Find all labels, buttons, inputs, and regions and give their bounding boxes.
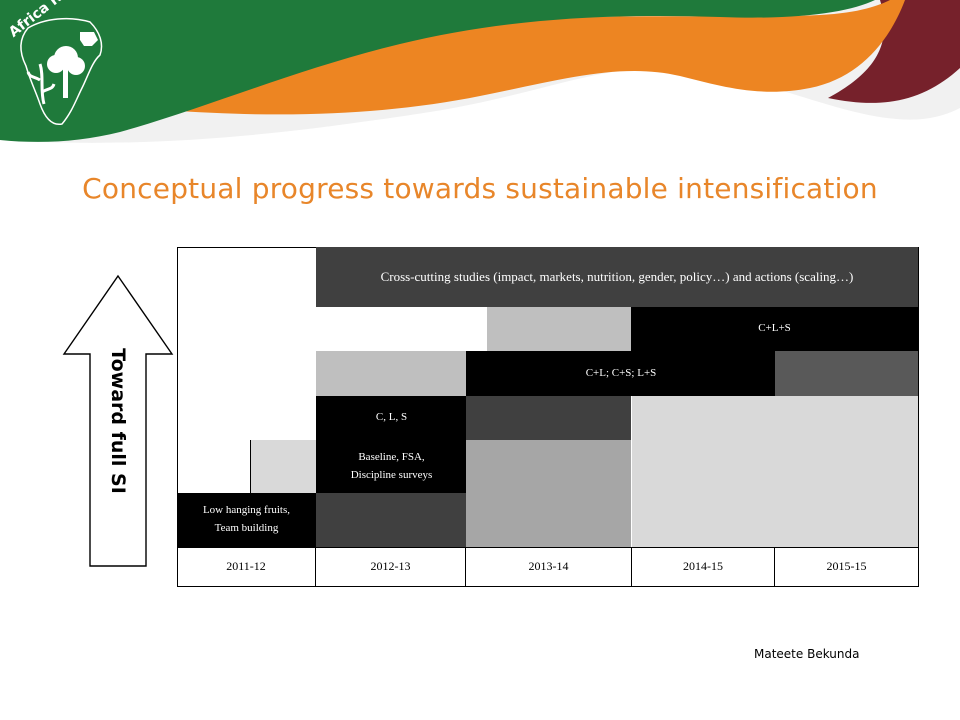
cross-cutting-studies-cell: Cross-cutting studies (impact, markets, … — [316, 247, 918, 307]
row3-dark-block — [775, 351, 918, 396]
cross-cutting-studies-label: Cross-cutting studies (impact, markets, … — [380, 268, 854, 284]
row5-light-left-block — [250, 440, 316, 493]
header-banner — [0, 0, 960, 170]
row3-grey-block — [316, 351, 467, 396]
single-components-cell: C, L, S — [316, 396, 467, 440]
year-cell: 2013-14 — [466, 548, 632, 586]
cls-label: C+L+S — [758, 322, 791, 335]
row5-grey-block — [466, 440, 632, 493]
left-border-line — [177, 247, 178, 587]
row5-light-block — [631, 440, 918, 493]
author-credit: Mateete Bekunda — [754, 647, 860, 661]
arrow-label: Toward full SI — [107, 348, 129, 494]
row4-dark-block — [466, 396, 632, 440]
baseline-cell: Baseline, FSA, Discipline surveys — [316, 440, 467, 493]
baseline-label-line1: Baseline, FSA, — [358, 450, 425, 463]
low-hanging-cell: Low hanging fruits, Team building — [177, 493, 316, 547]
year-cell: 2011-12 — [177, 548, 316, 586]
single-components-label: C, L, S — [375, 411, 408, 424]
africa-rising-logo: Africa RISING — [0, 0, 120, 135]
year-cell: 2014-15 — [632, 548, 775, 586]
top-border-line — [177, 247, 316, 248]
low-hanging-label-line2: Team building — [214, 522, 279, 534]
cls-cell: C+L+S — [631, 307, 918, 351]
row6-grey-block — [466, 493, 632, 547]
row4-light-block — [631, 396, 918, 440]
row6-light-block — [631, 493, 918, 547]
row6-dark-block — [316, 493, 467, 547]
pairs-cell: C+L; C+S; L+S — [466, 351, 776, 396]
slide-title: Conceptual progress towards sustainable … — [82, 172, 878, 205]
year-row: 2011-12 2012-13 2013-14 2014-15 2015-15 — [177, 547, 919, 587]
baseline-label-line2: Discipline surveys — [350, 468, 433, 481]
year-cell: 2012-13 — [316, 548, 466, 586]
pairs-label: C+L; C+S; L+S — [585, 366, 657, 379]
low-hanging-label-line1: Low hanging fruits, — [202, 504, 291, 517]
right-border-line — [918, 247, 919, 587]
row2-grey-block — [487, 307, 632, 351]
up-arrow-icon — [62, 274, 174, 567]
year-cell: 2015-15 — [775, 548, 919, 586]
